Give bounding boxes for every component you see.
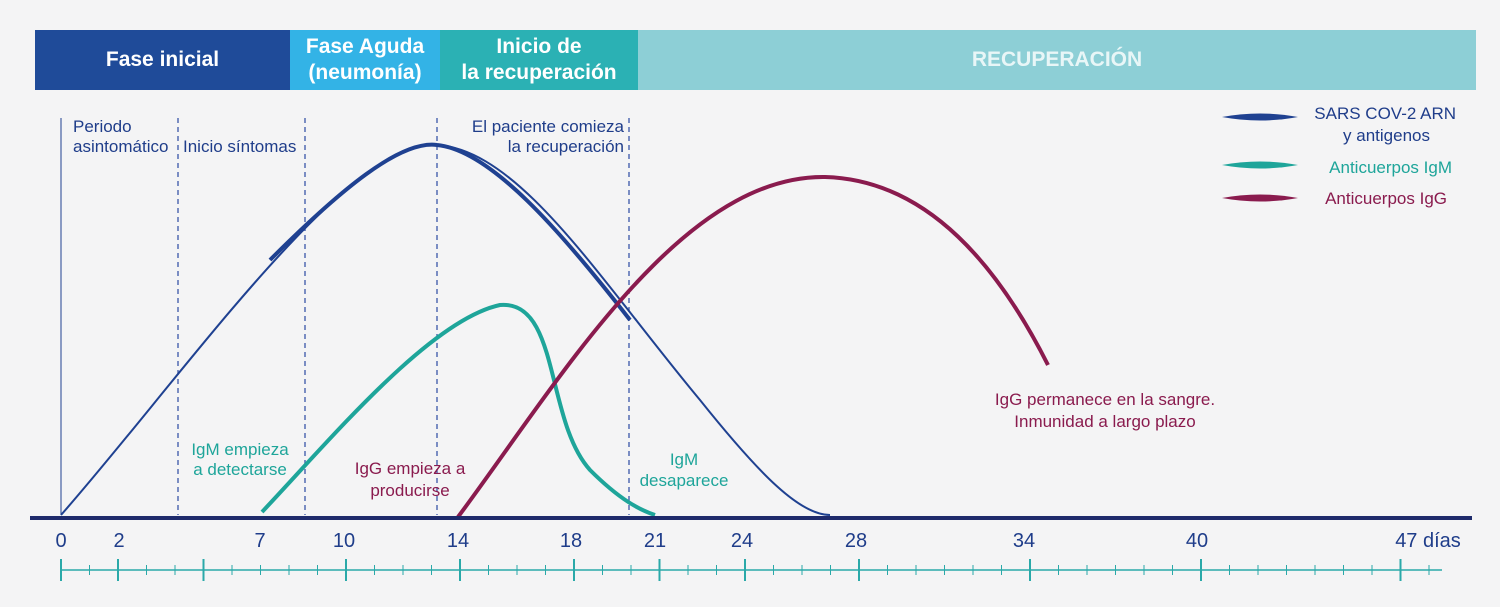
phase-acute-label: Fase Aguda (neumonía) — [305, 35, 425, 84]
ruler-ticks — [60, 559, 1430, 581]
tick-label-7: 7 — [254, 530, 265, 552]
phase-acute: Fase Aguda (neumonía) — [290, 30, 440, 90]
igg-stays-label-2: Inmunidad a largo plazo — [1014, 412, 1195, 431]
tick-label-18: 18 — [560, 530, 582, 552]
igg-curve — [456, 174, 1050, 519]
legend-igg-swatch — [1222, 194, 1298, 202]
phase-recovery-label: RECUPERACIÓN — [971, 48, 1143, 71]
tick-label-47: 47 días — [1395, 530, 1461, 552]
recovery-marker-label-1: El paciente comieza — [472, 117, 625, 136]
igm-start-label-2: a detectarse — [193, 460, 287, 479]
symptoms-label: Inicio síntomas — [183, 137, 296, 156]
tick-label-2: 2 — [113, 530, 124, 552]
tick-label-0: 0 — [55, 530, 66, 552]
legend-rna-swatch — [1222, 113, 1298, 121]
igg-stays-label-1: IgG permanece en la sangre. — [995, 390, 1215, 409]
asymptomatic-label-1: Periodo — [73, 117, 132, 136]
igm-curve — [260, 302, 656, 517]
tick-label-28: 28 — [845, 530, 867, 552]
legend-igg-label: Anticuerpos IgG — [1325, 189, 1447, 208]
legend-igm-label: Anticuerpos IgM — [1329, 158, 1452, 177]
igm-gone-label-1: IgM — [670, 450, 698, 469]
legend-igm-swatch — [1222, 161, 1298, 169]
phase-initial-label: Fase inicial — [105, 48, 220, 71]
tick-label-14: 14 — [447, 530, 469, 552]
axis-tick-labels: 0 2 7 10 14 18 21 24 28 34 40 47 días — [55, 530, 1460, 552]
phase-initial: Fase inicial — [35, 30, 290, 90]
rna-curve — [60, 143, 831, 516]
tick-label-34: 34 — [1013, 530, 1035, 552]
tick-label-10: 10 — [333, 530, 355, 552]
igg-start-label-1: IgG empieza a — [355, 459, 466, 478]
phase-recovery-start: Inicio de la recuperación — [440, 30, 638, 90]
phase-recovery-start-label: Inicio de la recuperación — [461, 35, 617, 84]
igm-gone-label-2: desaparece — [640, 471, 729, 490]
rna-curve-thick — [268, 142, 632, 322]
tick-label-24: 24 — [731, 530, 753, 552]
igm-start-label-1: IgM empieza — [191, 440, 289, 459]
tick-label-40: 40 — [1186, 530, 1208, 552]
tick-label-21: 21 — [644, 530, 666, 552]
legend-rna-label-1: SARS COV-2 ARN — [1314, 104, 1456, 123]
phase-recovery: RECUPERACIÓN — [638, 30, 1476, 90]
recovery-marker-label-2: la recuperación — [508, 137, 624, 156]
legend-rna-label-2: y antigenos — [1343, 126, 1430, 145]
asymptomatic-label-2: asintomático — [73, 137, 168, 156]
igg-start-label-2: producirse — [370, 481, 449, 500]
